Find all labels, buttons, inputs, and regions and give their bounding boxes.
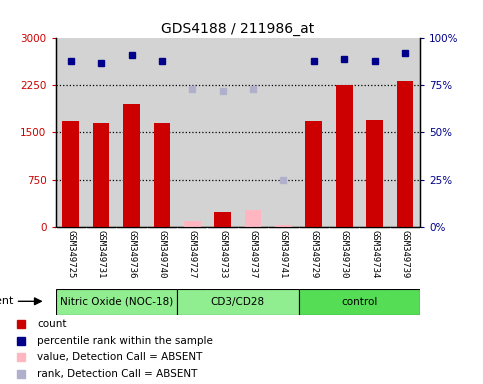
Bar [275, 225, 292, 227]
Bar [245, 210, 261, 227]
Bar [336, 85, 353, 227]
Text: GSM349725: GSM349725 [66, 230, 75, 278]
Text: GSM349740: GSM349740 [157, 230, 167, 278]
Bar [56, 289, 177, 315]
Bar [214, 212, 231, 227]
Text: GSM349736: GSM349736 [127, 230, 136, 278]
Bar [62, 121, 79, 227]
Text: CD3/CD28: CD3/CD28 [211, 297, 265, 307]
Bar [305, 121, 322, 227]
Text: GSM349739: GSM349739 [400, 230, 410, 278]
Bar [123, 104, 140, 227]
Text: GSM349734: GSM349734 [370, 230, 379, 278]
Text: GSM349741: GSM349741 [279, 230, 288, 278]
Bar [93, 123, 110, 227]
Text: control: control [341, 297, 378, 307]
Text: percentile rank within the sample: percentile rank within the sample [38, 336, 213, 346]
Bar [154, 123, 170, 227]
Title: GDS4188 / 211986_at: GDS4188 / 211986_at [161, 22, 314, 36]
Text: count: count [38, 319, 67, 329]
Text: GSM349733: GSM349733 [218, 230, 227, 278]
Bar [177, 289, 298, 315]
Bar [298, 289, 420, 315]
Text: rank, Detection Call = ABSENT: rank, Detection Call = ABSENT [38, 369, 198, 379]
Text: agent: agent [0, 296, 14, 306]
Bar [397, 81, 413, 227]
Text: GSM349727: GSM349727 [188, 230, 197, 278]
Text: GSM349737: GSM349737 [249, 230, 257, 278]
Text: GSM349730: GSM349730 [340, 230, 349, 278]
Text: GSM349729: GSM349729 [309, 230, 318, 278]
Text: Nitric Oxide (NOC-18): Nitric Oxide (NOC-18) [60, 297, 173, 307]
Bar [184, 221, 200, 227]
Bar [366, 120, 383, 227]
Text: GSM349731: GSM349731 [97, 230, 106, 278]
Text: value, Detection Call = ABSENT: value, Detection Call = ABSENT [38, 353, 203, 362]
